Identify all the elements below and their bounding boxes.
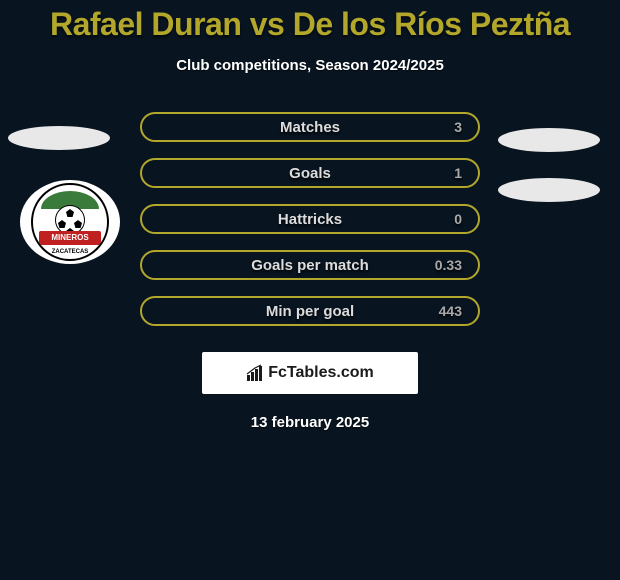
bar-chart-icon bbox=[246, 364, 264, 382]
stat-row-min-per-goal: Min per goal 443 bbox=[140, 296, 480, 326]
page-title: Rafael Duran vs De los Ríos Peztña bbox=[0, 0, 620, 43]
brand-text: FcTables.com bbox=[268, 364, 374, 382]
stat-label: Hattricks bbox=[278, 211, 342, 228]
stat-right-value: 3 bbox=[454, 119, 462, 135]
stat-right-value: 0 bbox=[454, 211, 462, 227]
stat-right-value: 0.33 bbox=[435, 257, 462, 273]
club-banner-text: MINEROS bbox=[39, 231, 101, 245]
player-left-avatar-placeholder bbox=[8, 126, 110, 150]
club-badge-inner: MINEROS ZACATECAS bbox=[31, 183, 109, 261]
player-right-avatar-placeholder-1 bbox=[498, 128, 600, 152]
stat-row-goals-per-match: Goals per match 0.33 bbox=[140, 250, 480, 280]
player-right-avatar-placeholder-2 bbox=[498, 178, 600, 202]
brand-box[interactable]: FcTables.com bbox=[202, 352, 418, 394]
club-sub-text: ZACATECAS bbox=[52, 249, 89, 255]
stat-right-value: 1 bbox=[454, 165, 462, 181]
stat-label: Goals per match bbox=[251, 257, 369, 274]
stat-row-hattricks: Hattricks 0 bbox=[140, 204, 480, 234]
stat-label: Goals bbox=[289, 165, 331, 182]
club-badge-left: MINEROS ZACATECAS bbox=[20, 180, 120, 264]
date-text: 13 february 2025 bbox=[0, 414, 620, 431]
subtitle: Club competitions, Season 2024/2025 bbox=[0, 57, 620, 74]
stat-right-value: 443 bbox=[439, 303, 462, 319]
stat-row-goals: Goals 1 bbox=[140, 158, 480, 188]
stat-label: Matches bbox=[280, 119, 340, 136]
stat-row-matches: Matches 3 bbox=[140, 112, 480, 142]
stat-label: Min per goal bbox=[266, 303, 354, 320]
